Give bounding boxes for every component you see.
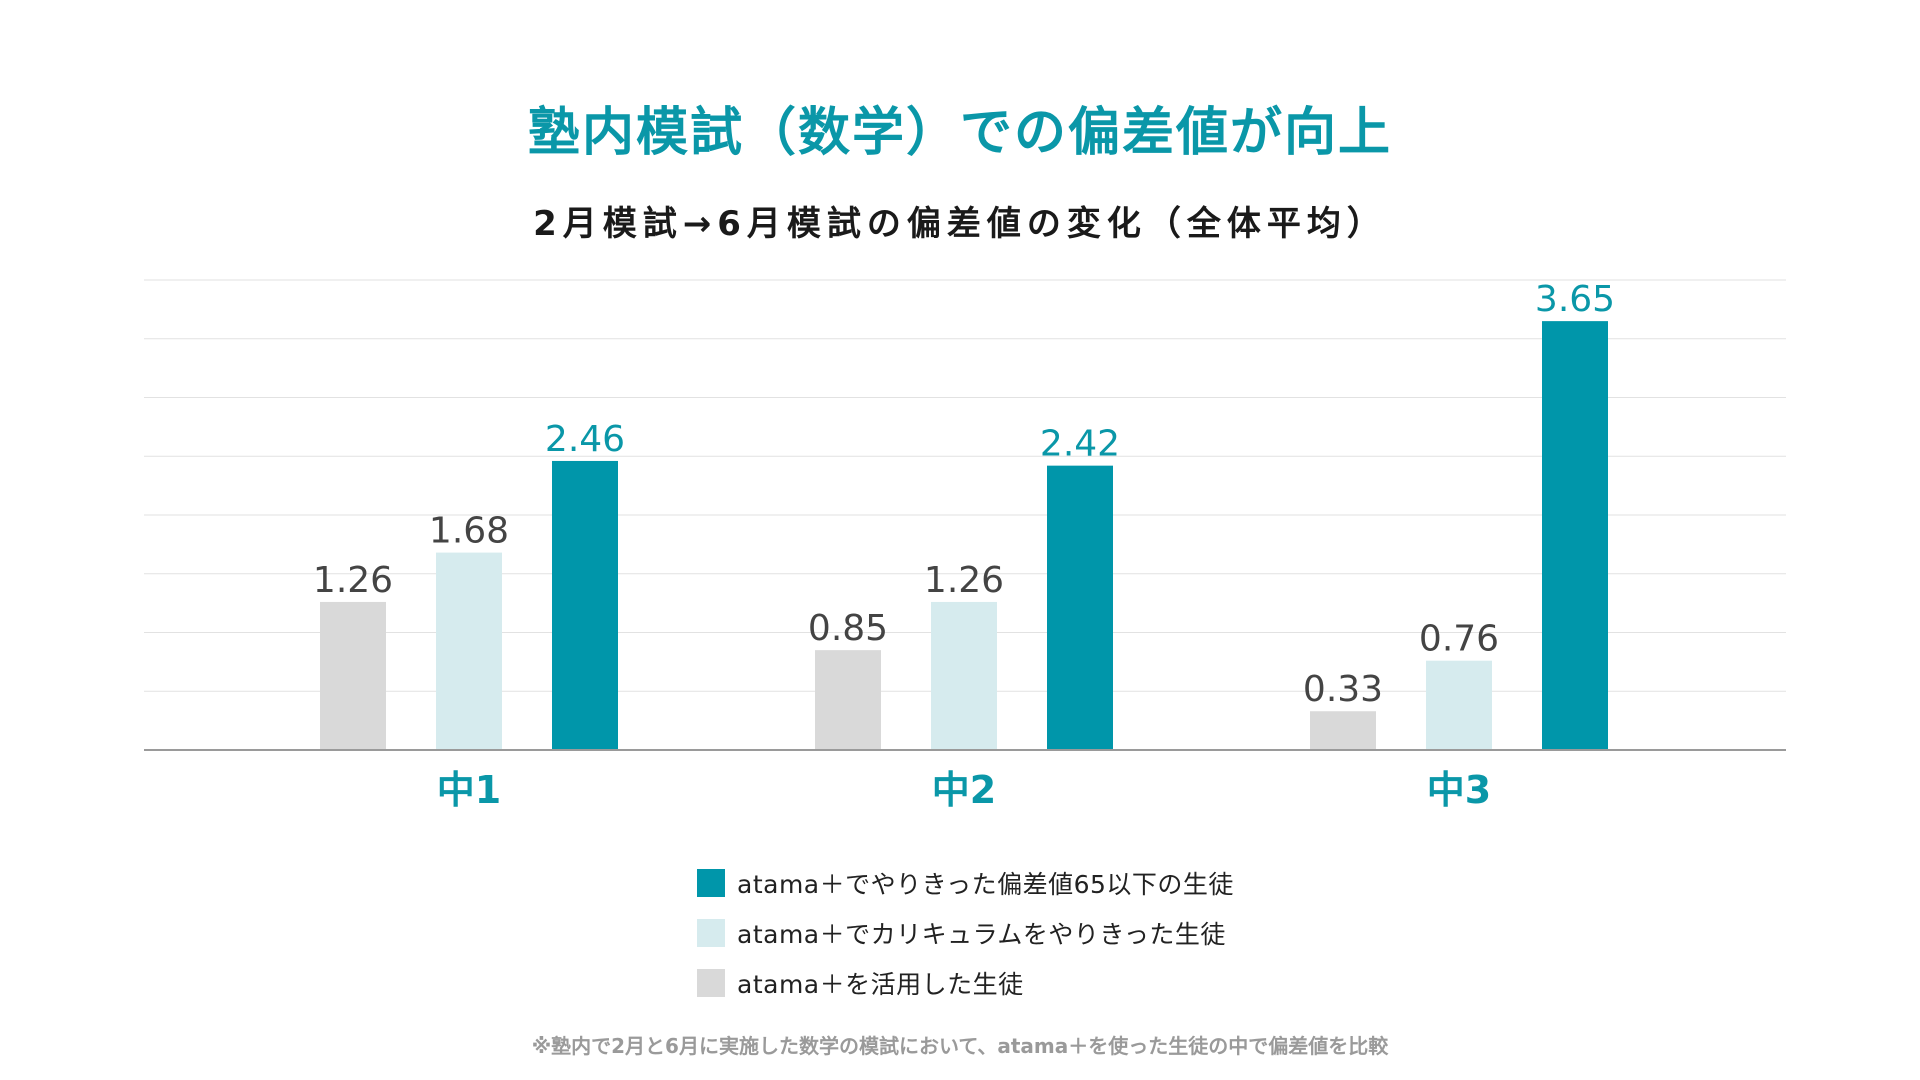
category-label: 中1 <box>437 768 501 812</box>
data-label: 2.42 <box>1040 424 1120 465</box>
category-label: 中3 <box>1427 768 1491 812</box>
data-label: 0.85 <box>808 608 888 649</box>
chart-title: 塾内模試（数学）での偏差値が向上 <box>527 103 1392 163</box>
bar <box>931 601 997 750</box>
legend-item-used-atama: atama＋を活用した生徒 <box>697 958 1234 1008</box>
chart-legend: atama＋でやりきった偏差値65以下の生徒 atama＋でカリキュラムをやりき… <box>697 858 1234 1008</box>
footnote: ※塾内で2月と6月に実施した数学の模試において、atama＋を使った生徒の中で偏… <box>531 1034 1389 1058</box>
bar <box>436 552 502 750</box>
legend-label: atama＋を活用した生徒 <box>737 970 1024 999</box>
bar <box>1047 465 1113 750</box>
bar <box>815 650 881 750</box>
data-label: 3.65 <box>1535 279 1615 320</box>
data-label: 0.33 <box>1303 669 1383 710</box>
legend-label: atama＋でやりきった偏差値65以下の生徒 <box>737 870 1234 899</box>
legend-swatch-teal <box>697 869 725 897</box>
legend-item-completed-under-65: atama＋でやりきった偏差値65以下の生徒 <box>697 858 1234 908</box>
bar <box>1310 711 1376 750</box>
legend-item-completed-curriculum: atama＋でカリキュラムをやりきった生徒 <box>697 908 1234 958</box>
category-label: 中2 <box>932 768 996 812</box>
data-label: 1.68 <box>429 511 509 552</box>
chart-subtitle: 2月模試→6月模試の偏差値の変化（全体平均） <box>533 204 1387 244</box>
legend-label: atama＋でカリキュラムをやりきった生徒 <box>737 920 1226 949</box>
legend-swatch-gray <box>697 969 725 997</box>
bar <box>320 601 386 750</box>
bar <box>552 460 618 750</box>
bar <box>1542 321 1608 750</box>
data-label: 0.76 <box>1419 619 1499 660</box>
bar <box>1426 660 1492 750</box>
data-label: 2.46 <box>545 419 625 460</box>
data-label: 1.26 <box>313 560 393 601</box>
data-label: 1.26 <box>924 560 1004 601</box>
legend-swatch-light-teal <box>697 919 725 947</box>
